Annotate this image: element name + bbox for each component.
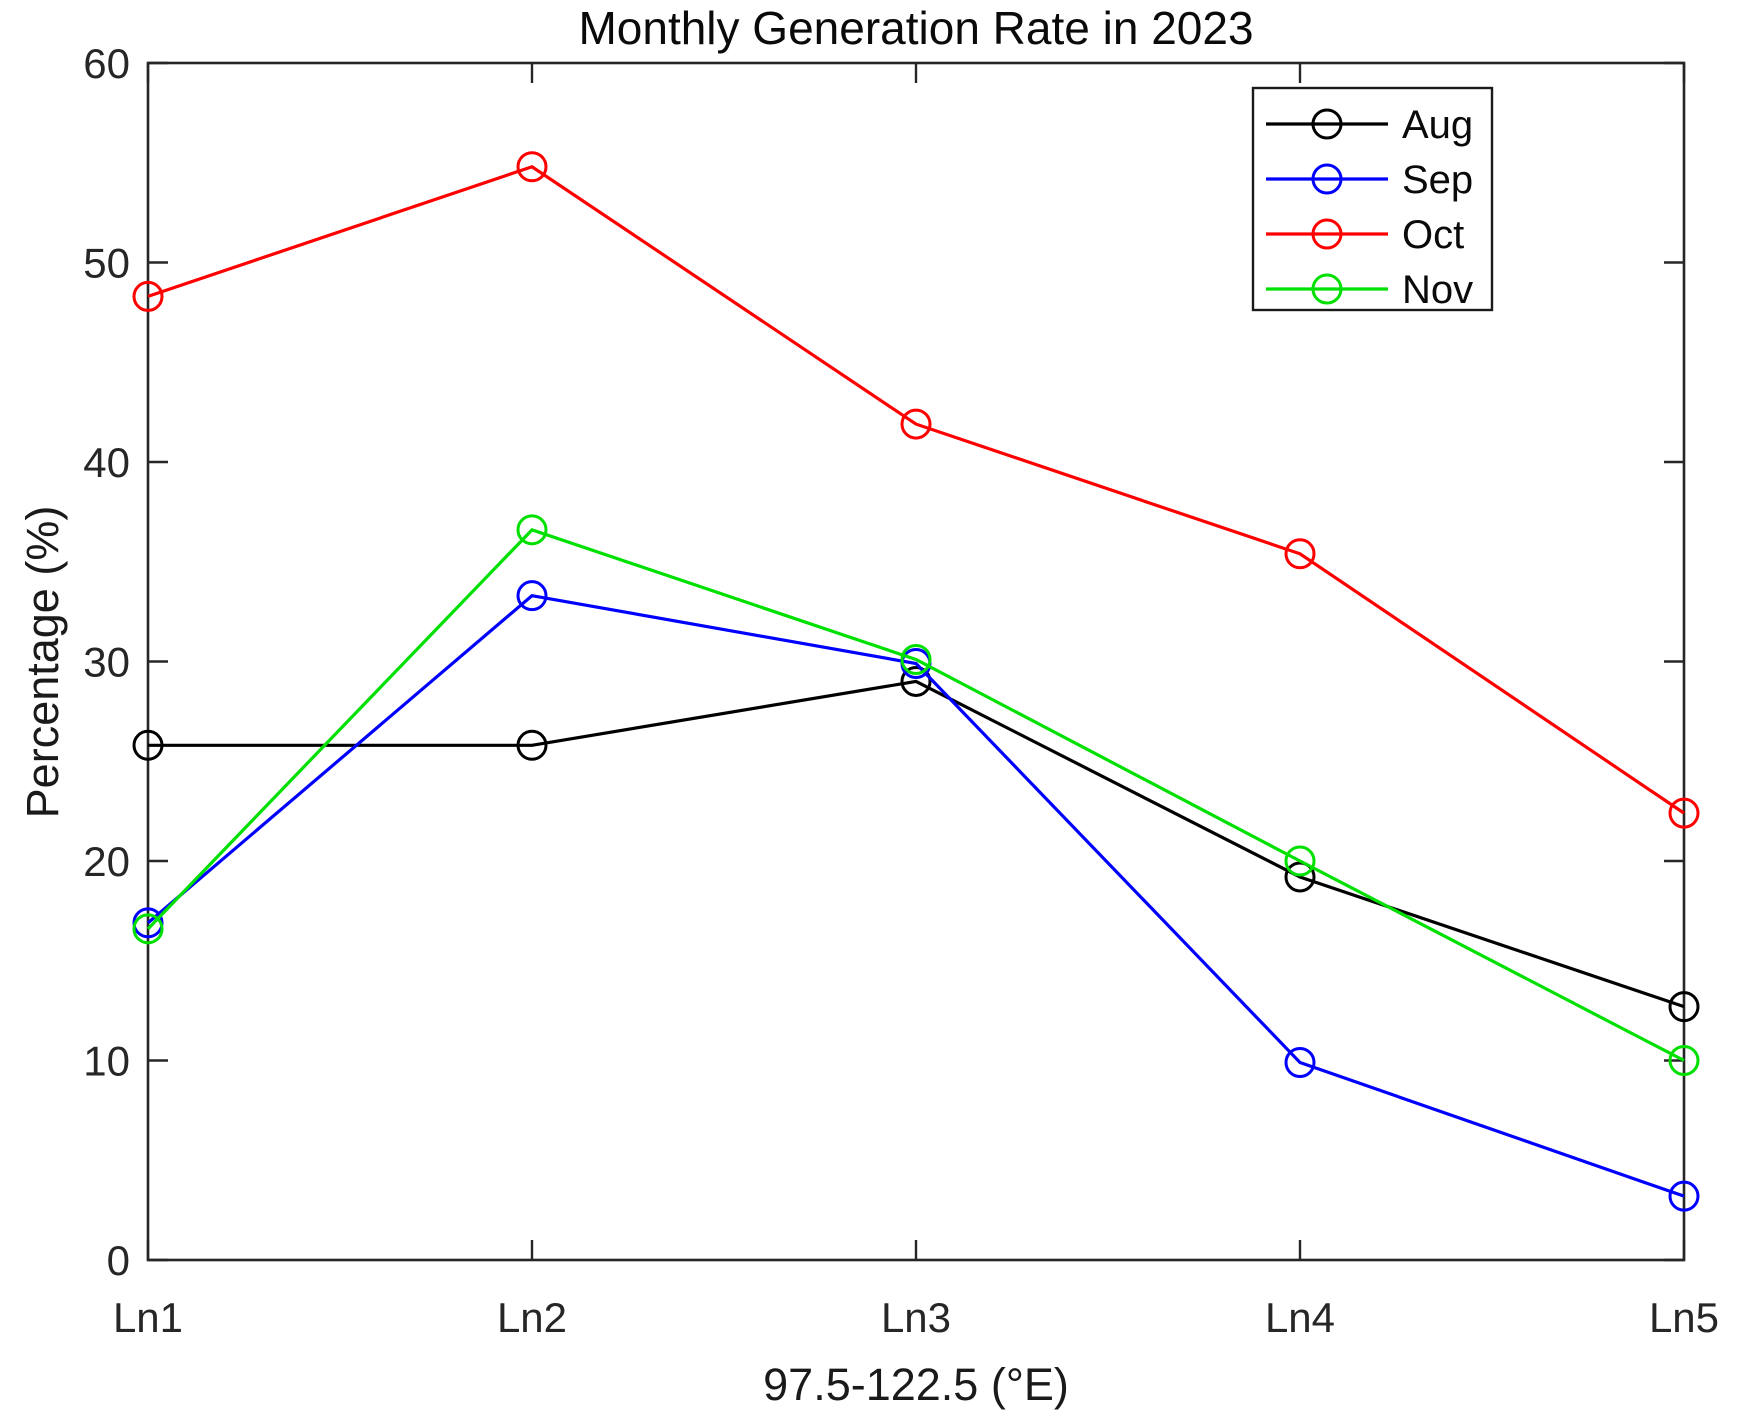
legend-marker-sep [1311, 163, 1343, 195]
y-tick-label: 60 [83, 40, 130, 87]
series-line-aug [148, 679, 1685, 1009]
y-tick-label: 50 [83, 240, 130, 287]
legend-marker-aug [1311, 108, 1343, 140]
legend-label-nov: Nov [1402, 268, 1473, 312]
marker-sep [1284, 1046, 1316, 1078]
marker-nov [900, 644, 932, 676]
marker-nov [132, 913, 164, 945]
legend-label-sep: Sep [1402, 158, 1473, 202]
x-axis-label: 97.5-122.5 (°E) [763, 1359, 1069, 1410]
marker-oct [132, 280, 164, 312]
x-tick-label: Ln3 [881, 1294, 951, 1341]
marker-oct [1668, 797, 1700, 829]
marker-aug [132, 729, 164, 761]
x-tick-label: Ln5 [1649, 1294, 1719, 1341]
marker-sep [516, 580, 548, 612]
y-axis-ticks: 0 10 20 30 40 50 60 [83, 40, 1684, 1284]
x-tick-label: Ln1 [113, 1294, 183, 1341]
x-tick-label: Ln4 [1265, 1294, 1335, 1341]
marker-aug [1284, 861, 1316, 893]
y-tick-label: 20 [83, 838, 130, 885]
x-axis-ticks: Ln1 Ln2 Ln3 Ln4 Ln5 [113, 63, 1719, 1341]
series-line-sep [146, 593, 1685, 1198]
y-tick-label: 40 [83, 439, 130, 486]
marker-oct [516, 151, 548, 183]
marker-aug [1668, 991, 1700, 1023]
series-line-nov [146, 527, 1685, 1062]
chart-title: Monthly Generation Rate in 2023 [578, 2, 1253, 54]
y-tick-label: 0 [107, 1237, 130, 1284]
y-tick-label: 10 [83, 1038, 130, 1085]
series-group [132, 151, 1700, 1212]
marker-aug [900, 665, 932, 697]
y-axis-label: Percentage (%) [17, 506, 68, 819]
marker-nov [1284, 845, 1316, 877]
legend-marker-oct [1311, 218, 1343, 250]
marker-oct [1284, 538, 1316, 570]
marker-oct [900, 408, 932, 440]
series-line-oct [147, 164, 1685, 815]
x-tick-label: Ln2 [497, 1294, 567, 1341]
legend-label-aug: Aug [1402, 103, 1473, 147]
marker-nov [1668, 1045, 1700, 1076]
y-tick-label: 30 [83, 639, 130, 686]
marker-nov [516, 514, 548, 546]
legend-label-oct: Oct [1402, 213, 1464, 257]
marker-aug [516, 729, 548, 761]
legend: Aug Sep Oct Nov [1251, 86, 1494, 312]
marker-sep [1668, 1180, 1700, 1212]
legend-marker-nov [1311, 273, 1343, 305]
